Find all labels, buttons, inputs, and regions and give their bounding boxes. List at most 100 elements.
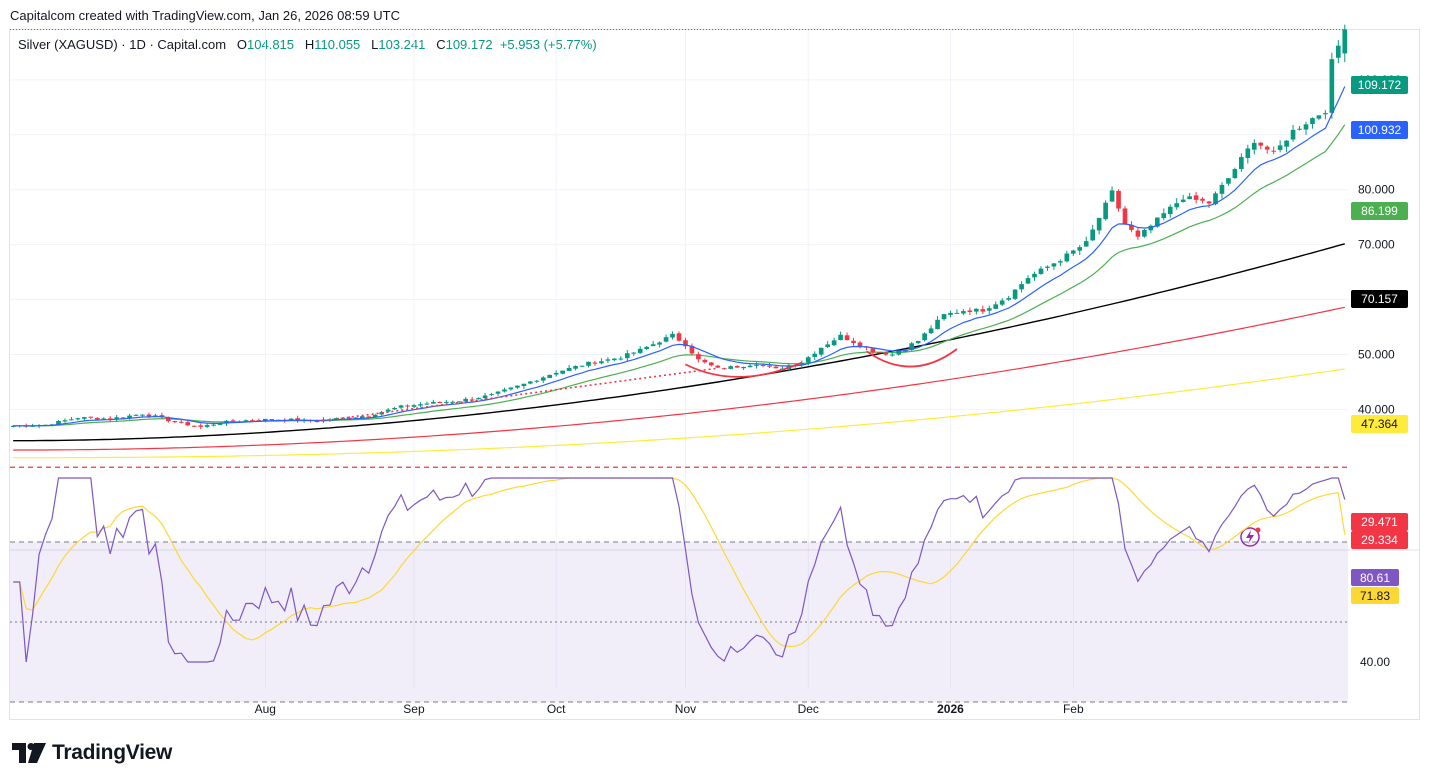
candle [540,377,546,381]
candle [896,351,902,355]
candle [347,417,352,419]
candle [1070,250,1076,254]
candle [443,401,449,403]
candle [928,328,934,334]
open-value: 104.815 [247,37,295,52]
price-badge-label: 70.157 [1361,292,1398,306]
candle [624,353,630,359]
candle [734,365,740,368]
candle [172,421,178,423]
candle [1226,178,1231,184]
x-tick-label: Sep [403,702,425,716]
candle [88,416,94,418]
candle [463,398,469,402]
candle [721,368,727,370]
ema-green-line [13,124,1346,427]
candle [508,387,514,390]
candle [1323,113,1328,115]
price-badge: 29.471 [1351,513,1408,531]
candle [1116,190,1121,209]
candle [838,334,843,341]
candle [592,362,598,364]
candle [1219,184,1225,194]
candle [1335,45,1341,58]
candle [1277,145,1283,150]
open-label: O [236,37,248,52]
high-label: H [304,37,315,52]
candle [844,335,850,341]
candle [986,308,992,311]
ema-blue-line [13,86,1346,427]
candle [469,399,475,401]
candle [1342,29,1348,54]
candle [1077,247,1083,251]
chart-frame [9,29,1420,720]
candle [1142,230,1147,237]
candle [1109,190,1115,202]
candle [1303,124,1309,130]
price-badge-bg [1351,415,1408,433]
candle [1271,150,1276,152]
candle [637,348,643,353]
candle [456,401,462,403]
candle [94,417,100,420]
candle [411,405,417,407]
price-badge-bg [1351,513,1408,531]
candle [650,344,656,347]
symbol-legend: Silver (XAGUSD) · 1D · Capital.com O104.… [18,37,597,52]
candle [1251,142,1257,150]
price-badge-label: 109.172 [1358,78,1402,92]
candle [521,383,527,387]
candle [1316,115,1322,119]
candle [1206,201,1212,204]
candle [948,312,953,315]
lightning-icon-dot [1255,527,1261,533]
candle [612,358,617,361]
price-badge: 47.364 [1351,415,1408,433]
candles-group [10,24,1348,430]
candle [754,364,759,366]
candle [418,404,423,406]
price-badge-label: 47.364 [1361,417,1398,431]
candle [528,381,533,384]
price-badge-bg [1351,531,1408,549]
candle [825,344,830,348]
lightning-icon-ring [1240,527,1260,547]
x-tick-label: Feb [1063,702,1084,716]
candle [1032,273,1037,278]
candle [185,422,191,426]
candle [941,314,947,320]
candle [676,333,682,341]
candle [747,365,753,368]
candle [1193,195,1199,200]
candle [82,417,87,419]
candle [696,354,701,360]
candle [101,418,107,420]
candle [140,414,145,416]
candle [56,420,61,425]
candle [114,417,119,420]
candle [715,365,721,368]
candle [1090,229,1096,241]
candle [424,403,430,405]
candle [728,366,734,369]
lightning-icon-bolt [1246,530,1254,544]
trendline-annotation [316,367,718,423]
candle [191,425,197,427]
candle [1006,298,1011,300]
candle [1096,217,1102,231]
candle [670,333,675,338]
candle [495,391,501,394]
candle [954,312,960,314]
y-tick-label: 80.000 [1358,183,1395,197]
candle [1051,263,1057,267]
price-badge: 100.932 [1351,121,1408,139]
candle [993,304,999,309]
candle [915,340,921,344]
candle [198,425,204,427]
tradingview-logo-icon [12,743,46,763]
candle [605,359,611,361]
candle [1310,118,1315,125]
candle [683,340,688,347]
